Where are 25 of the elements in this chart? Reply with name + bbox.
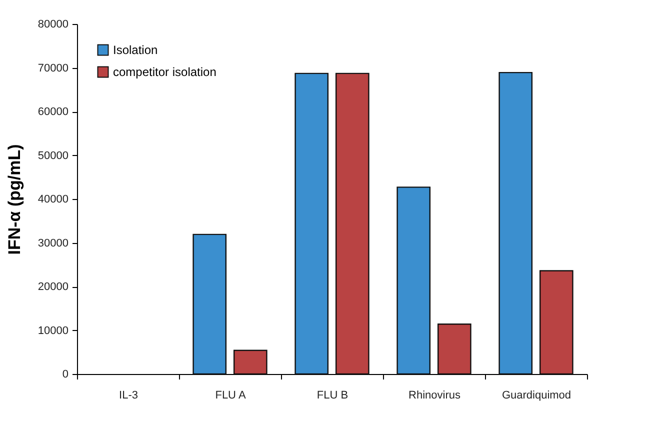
legend-label: Isolation	[113, 43, 158, 57]
bar	[294, 72, 329, 375]
y-tick-label: 30000	[38, 237, 68, 250]
y-tick-label: 20000	[38, 281, 68, 293]
y-tick-label: 70000	[38, 62, 68, 74]
x-tick-label: Guardiquimod	[502, 390, 572, 402]
y-tick-label: 0	[62, 368, 68, 380]
legend-label: competitor isolation	[113, 65, 216, 79]
bar	[335, 72, 370, 375]
bar	[192, 234, 227, 375]
y-tick-label: 10000	[38, 324, 68, 337]
bar	[233, 350, 268, 375]
bar	[396, 186, 431, 375]
y-axis-title: IFN-α (pg/mL)	[4, 144, 24, 255]
y-tick-label: 40000	[38, 194, 68, 206]
bar	[539, 270, 574, 375]
bar	[437, 324, 472, 375]
y-tick-label: 80000	[38, 18, 68, 30]
x-tick-label: IL-3	[119, 390, 138, 402]
y-tick-label: 60000	[38, 106, 68, 118]
y-tick-label: 50000	[38, 150, 68, 162]
bar	[498, 72, 533, 375]
x-tick-label: Rhinovirus	[408, 390, 461, 402]
x-tick-label: FLU B	[316, 390, 348, 402]
x-tick-label: FLU A	[215, 390, 246, 402]
